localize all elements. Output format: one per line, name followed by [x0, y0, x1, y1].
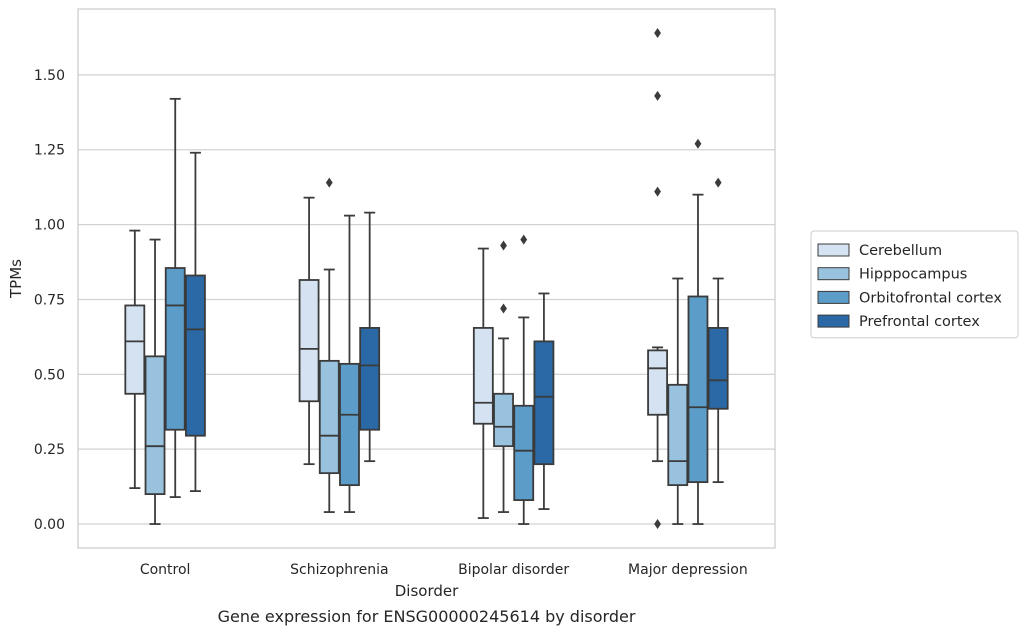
- plot-frame: [77, 8, 776, 549]
- chart-caption: Gene expression for ENSG00000245614 by d…: [218, 607, 636, 626]
- x-tick-label: Major depression: [628, 562, 748, 578]
- legend-label: Prefrontal cortex: [859, 314, 980, 330]
- outlier-point: [500, 240, 507, 251]
- legend-swatch: [817, 314, 850, 328]
- box-prefrontal-cortex: [707, 177, 729, 484]
- box-cerebellum: [472, 247, 494, 519]
- x-tick-label: Control: [140, 562, 191, 578]
- legend-label: Cerebellum: [859, 243, 942, 259]
- box-hipppocampus: [144, 238, 166, 525]
- box-hipppocampus: [493, 240, 514, 513]
- outlier-point: [520, 234, 528, 245]
- box-body: [493, 392, 514, 448]
- legend-swatch: [817, 290, 850, 304]
- box-prefrontal-cortex: [359, 211, 381, 463]
- box-body: [707, 327, 729, 410]
- box-body: [687, 295, 709, 484]
- y-tick-label: 1.50: [34, 68, 65, 84]
- outlier-point: [654, 90, 661, 101]
- box-body: [185, 274, 206, 437]
- legend-swatch: [817, 267, 850, 281]
- box-body: [124, 304, 146, 395]
- x-tick-labels: Control Schizophrenia Bipolar disorder Majo…: [140, 562, 748, 578]
- box-body: [513, 404, 535, 501]
- legend-label: Hipppocampus: [859, 267, 967, 283]
- box-orbitofrontal-cortex: [164, 97, 186, 498]
- y-tick-labels: 0.00 0.25 0.50 0.75 1.00 1.25 1.50: [34, 68, 65, 533]
- outlier-point: [325, 177, 333, 188]
- x-axis-label: Disorder: [395, 582, 459, 600]
- y-tick-label: 0.75: [34, 292, 65, 308]
- box-prefrontal-cortex: [185, 151, 206, 493]
- box-hipppocampus: [318, 177, 340, 513]
- box-body: [359, 327, 381, 431]
- outlier-point: [500, 303, 507, 314]
- legend-swatch: [817, 243, 850, 257]
- legend-frame: [810, 230, 1019, 339]
- box-body: [298, 279, 320, 403]
- box-cerebellum: [298, 196, 320, 466]
- box-body: [472, 327, 494, 425]
- y-tick-label: 0.00: [34, 517, 65, 533]
- box-body: [164, 267, 186, 431]
- box-body: [339, 362, 360, 487]
- box-body: [667, 383, 689, 487]
- box-series: [124, 27, 729, 530]
- box-body: [318, 359, 340, 475]
- outlier-point: [714, 177, 722, 188]
- box-cerebellum: [647, 27, 668, 530]
- outlier-point: [654, 519, 661, 530]
- legend: Cerebellum Hipppocampus Orbitofrontal cort…: [810, 230, 1019, 339]
- box-body: [647, 349, 668, 416]
- box-body: [144, 355, 166, 496]
- outlier-point: [694, 138, 702, 149]
- box-orbitofrontal-cortex: [513, 234, 535, 525]
- box-hipppocampus: [667, 277, 689, 525]
- box-prefrontal-cortex: [533, 292, 555, 510]
- y-tick-label: 1.25: [34, 143, 65, 159]
- outlier-point: [654, 186, 661, 197]
- x-tick-label: Schizophrenia: [290, 562, 388, 578]
- outlier-point: [654, 27, 661, 38]
- legend-label: Orbitofrontal cortex: [859, 290, 1002, 306]
- box-orbitofrontal-cortex: [339, 214, 360, 513]
- box-cerebellum: [124, 229, 146, 490]
- y-tick-label: 0.50: [34, 367, 65, 383]
- y-axis-label: TPMs: [7, 259, 25, 299]
- box-body: [533, 340, 555, 466]
- x-tick-label: Bipolar disorder: [458, 562, 569, 578]
- y-tick-label: 0.25: [34, 442, 65, 458]
- box-orbitofrontal-cortex: [687, 138, 709, 525]
- y-tick-label: 1.00: [34, 218, 65, 234]
